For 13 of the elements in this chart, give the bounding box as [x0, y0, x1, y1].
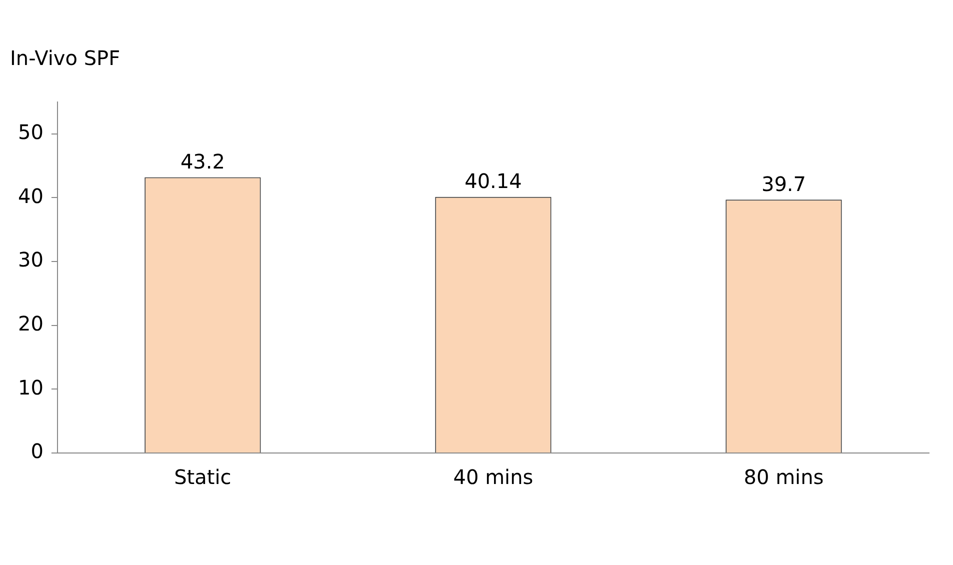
x-tick-label: 80 mins — [744, 465, 824, 490]
y-tick-label: 30 — [18, 248, 44, 272]
x-tick-label: 40 mins — [453, 465, 534, 490]
data-label: 40.14 — [464, 169, 522, 194]
chart-title: In-Vivo SPF — [10, 46, 120, 70]
y-tick-label: 40 — [18, 184, 44, 208]
y-tick-label: 50 — [18, 120, 44, 144]
y-tick-label: 10 — [18, 375, 44, 400]
data-label: 43.2 — [180, 150, 225, 174]
y-tick-label: 20 — [18, 312, 44, 336]
x-tick-label: Static — [174, 465, 232, 490]
data-label: 39.7 — [761, 172, 806, 196]
y-tick-label: 0 — [30, 439, 44, 464]
